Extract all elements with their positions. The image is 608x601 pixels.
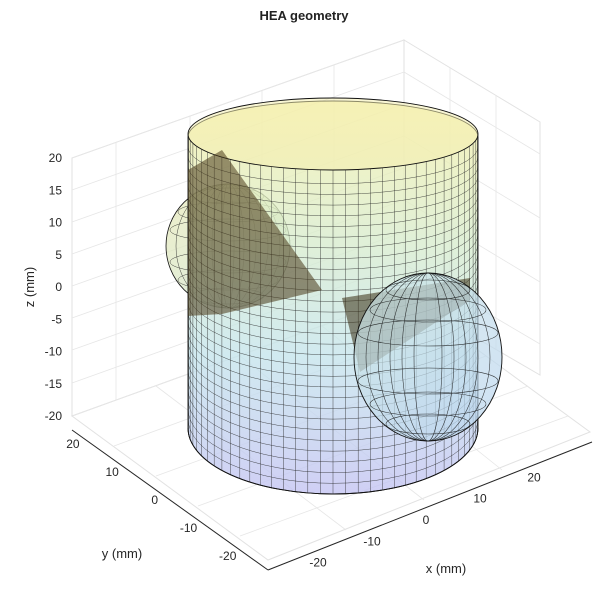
z-tick-label: -20 xyxy=(45,409,63,423)
x-tick-label: -20 xyxy=(309,556,327,570)
y-axis-label: y (mm) xyxy=(102,546,142,561)
y-tick-label: 0 xyxy=(151,493,158,507)
x-tick-label: 20 xyxy=(527,470,541,484)
z-tick-label: 5 xyxy=(55,248,62,262)
z-tick-label: -15 xyxy=(45,377,63,391)
hemisphere-right xyxy=(353,272,503,442)
y-tick-label: -20 xyxy=(219,549,237,563)
z-tick-label: -10 xyxy=(45,345,63,359)
x-tick-label: 0 xyxy=(423,513,430,527)
chart-title: HEA geometry xyxy=(259,8,349,23)
y-tick-label: 20 xyxy=(66,437,80,451)
y-axis: -20 -10 0 10 20 xyxy=(66,437,236,563)
z-tick-label: 0 xyxy=(55,280,62,294)
x-axis-label: x (mm) xyxy=(426,561,466,576)
z-tick-label: 20 xyxy=(49,151,63,165)
z-tick-label: -5 xyxy=(51,312,62,326)
x-tick-label: 10 xyxy=(473,492,487,506)
x-tick-label: -10 xyxy=(363,534,381,548)
axis-lines xyxy=(71,429,593,571)
z-axis-label: z (mm) xyxy=(22,267,37,307)
z-tick-label: 15 xyxy=(49,183,63,197)
x-axis: -20 -10 0 10 20 xyxy=(309,470,541,569)
y-tick-label: 10 xyxy=(105,465,119,479)
y-tick-label: -10 xyxy=(180,521,198,535)
z-tick-label: 10 xyxy=(49,216,63,230)
z-axis: 20 15 10 5 0 -5 -10 -15 -20 xyxy=(45,151,63,423)
